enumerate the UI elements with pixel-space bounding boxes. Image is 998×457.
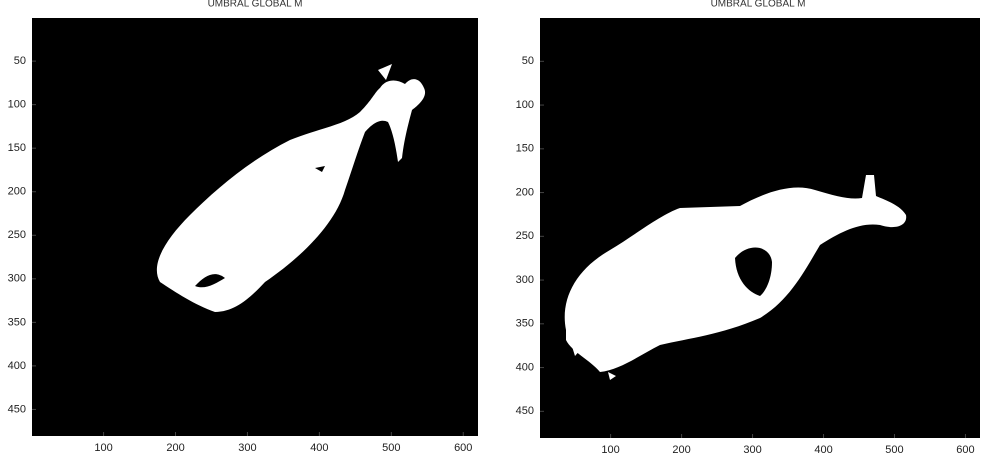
y-tick-label: 400 [516, 361, 534, 373]
y-tick-label: 150 [516, 143, 534, 155]
y-tick-label: 450 [516, 405, 534, 417]
x-tick-label: 600 [956, 444, 974, 456]
panel-title: UMBRAL GLOBAL M [208, 0, 303, 10]
y-tick-label: 100 [8, 99, 26, 111]
x-tick-label: 200 [166, 442, 184, 454]
x-tick-label: 300 [743, 444, 761, 456]
y-tick-label: 300 [516, 274, 534, 286]
y-tick-label: 200 [516, 186, 534, 198]
x-tick-label: 500 [885, 444, 903, 456]
x-tick-label: 500 [382, 442, 400, 454]
x-tick-label: 600 [454, 442, 472, 454]
x-tick-label: 400 [310, 442, 328, 454]
y-tick-label: 50 [522, 55, 534, 67]
y-tick-label: 400 [8, 360, 26, 372]
y-tick-label: 150 [8, 142, 26, 154]
x-tick-label: 100 [601, 444, 619, 456]
y-tick-label: 50 [14, 55, 26, 67]
panel: UMBRAL GLOBAL M 100 200 300 400 500 600 50 100 1… [516, 0, 980, 456]
y-tick-label: 100 [516, 99, 534, 111]
panel-title: UMBRAL GLOBAL M [711, 0, 806, 10]
x-tick-label: 400 [814, 444, 832, 456]
x-tick-label: 200 [672, 444, 690, 456]
x-tick-label: 300 [238, 442, 256, 454]
y-tick-label: 200 [8, 186, 26, 198]
figure: UMBRAL GLOBAL M 100 200 300 400 500 600 50 100 1… [0, 0, 998, 457]
y-tick-label: 300 [8, 273, 26, 285]
x-tick-label: 100 [94, 442, 112, 454]
panel: UMBRAL GLOBAL M 100 200 300 400 500 600 50 100 1… [8, 0, 478, 454]
y-tick-label: 350 [516, 318, 534, 330]
y-tick-label: 250 [516, 230, 534, 242]
y-tick-label: 250 [8, 229, 26, 241]
y-tick-label: 350 [8, 316, 26, 328]
y-tick-label: 450 [8, 403, 26, 415]
